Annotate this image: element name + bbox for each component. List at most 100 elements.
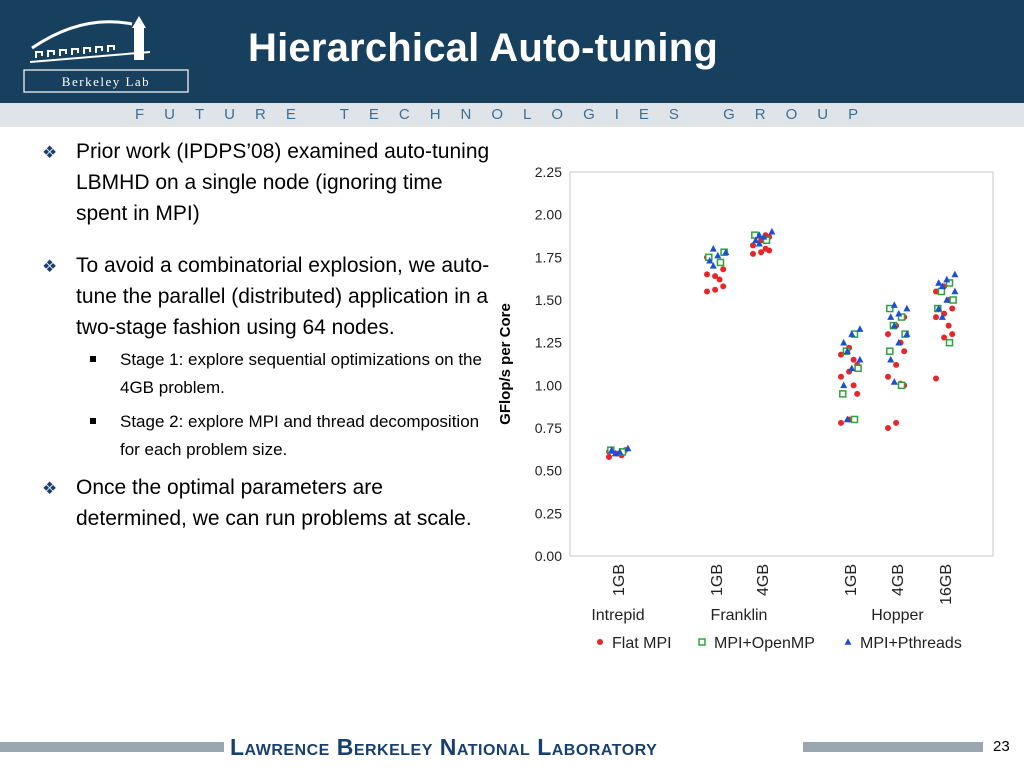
mpi-openmp-point (854, 364, 862, 373)
mpi-pthreads-point (938, 282, 946, 290)
footer-rule-right (803, 742, 983, 752)
slide-title: Hierarchical Auto-tuning (248, 26, 719, 70)
mpi-pthreads-point (903, 304, 911, 312)
flat-mpi-point (606, 454, 612, 461)
mpi-pthreads-point (706, 256, 714, 264)
mpi-pthreads-point (887, 313, 895, 320)
lab-name-footer: Lawrence Berkeley National Laboratory (230, 734, 658, 760)
flat-mpi-point (716, 276, 723, 283)
bullet-text: To avoid a combinatorial explosion, we a… (76, 254, 490, 339)
sub-bullet-item: Stage 1: explore sequential optimization… (40, 346, 490, 402)
mpi-pthreads-point (709, 245, 717, 252)
flat-mpi-point (933, 314, 939, 321)
mpi-pthreads-point (722, 248, 730, 256)
legend-marker-triangle (844, 638, 852, 645)
mpi-openmp-point (945, 338, 954, 347)
mpi-pthreads-point (760, 233, 768, 240)
tagline-bar (0, 103, 1024, 127)
mpi-pthreads-point (935, 304, 943, 312)
mpi-openmp-point (886, 347, 894, 355)
x-tick-label: 16GB (938, 564, 955, 605)
flat-mpi-point (838, 419, 844, 426)
flat-mpi-point (885, 331, 891, 338)
machine-group-label: Intrepid (591, 607, 644, 624)
x-tick-label: 4GB (890, 564, 907, 596)
mpi-pthreads-point (608, 446, 616, 453)
flat-mpi-point (933, 375, 939, 382)
flat-mpi-point (712, 286, 719, 293)
mpi-pthreads-point (895, 309, 903, 317)
y-tick-label: 0.00 (535, 548, 562, 564)
flat-mpi-point (838, 351, 844, 358)
mpi-pthreads-point (890, 301, 898, 308)
machine-group-label: Hopper (871, 607, 924, 624)
flat-mpi-point (949, 331, 956, 338)
mpi-openmp-point (945, 279, 954, 287)
flat-mpi-point (893, 419, 900, 426)
flat-mpi-point (901, 348, 908, 355)
y-tick-label: 1.75 (535, 249, 562, 265)
flat-mpi-point (750, 250, 756, 257)
x-tick-label: 1GB (709, 564, 726, 596)
plot-area-border (569, 171, 994, 557)
mpi-pthreads-point (709, 262, 717, 269)
mpi-openmp-point (716, 258, 725, 267)
x-tick-label: 1GB (843, 564, 860, 596)
legend-label: Flat MPI (612, 635, 672, 652)
mpi-pthreads-point (935, 279, 943, 286)
bullet-text: Prior work (IPDPS’08) examined auto-tuni… (76, 140, 490, 225)
mpi-pthreads-point (943, 275, 951, 283)
flat-mpi-point (885, 425, 891, 431)
legend-marker-square (698, 638, 706, 646)
flat-mpi-point (762, 245, 769, 252)
x-axis-labels: 1GB Intrepid 1GB 4GB Franklin 1GB 4GB 16GB Hoppe… (591, 564, 955, 624)
y-tick-label: 0.75 (535, 420, 562, 436)
mpi-pthreads-point (616, 448, 624, 455)
y-tick-label: 1.50 (535, 292, 562, 308)
mpi-pthreads-point (856, 325, 864, 332)
flat-mpi-point (941, 334, 948, 341)
flat-mpi-point (850, 356, 857, 363)
flat-mpi-point (750, 242, 756, 249)
diamond-bullet-icon: ❖ (42, 257, 58, 276)
mpi-openmp-point (886, 304, 894, 313)
square-bullet-icon (90, 418, 96, 424)
flat-mpi-point (758, 249, 765, 256)
x-tick-label: 1GB (611, 564, 628, 596)
flat-mpi-point (712, 273, 719, 280)
flat-mpi-point (838, 373, 844, 380)
sub-bullet-text: Stage 2: explore MPI and thread decompos… (120, 412, 480, 459)
y-tick-label: 0.50 (535, 463, 562, 479)
y-tick-label: 1.00 (535, 377, 562, 393)
logo-text: Berkeley Lab (62, 74, 150, 89)
mpi-pthreads-point (951, 270, 959, 278)
mpi-pthreads-point (611, 449, 619, 457)
mpi-pthreads-point (856, 355, 864, 363)
bullet-list: ❖ Prior work (IPDPS’08) examined auto-tu… (40, 136, 490, 555)
slide-number: 23 (993, 738, 1010, 755)
legend-label: MPI+OpenMP (714, 635, 815, 652)
mpi-openmp-point (949, 296, 957, 304)
mpi-pthreads-point (943, 296, 951, 303)
y-axis-label: GFlop/s per Core (497, 303, 514, 425)
mpi-openmp-point (839, 390, 847, 398)
machine-group-label: Franklin (711, 607, 768, 624)
mpi-pthreads-point (755, 239, 763, 247)
y-tick-label: 0.25 (535, 505, 562, 521)
group-tagline: FUTURE TECHNOLOGIES GROUP (135, 106, 879, 123)
mpi-pthreads-point (840, 338, 848, 346)
sub-bullet-item: Stage 2: explore MPI and thread decompos… (40, 408, 490, 464)
mpi-pthreads-point (848, 364, 856, 372)
legend-marker-circle (597, 639, 603, 645)
mpi-openmp-point (762, 236, 771, 245)
square-bullet-icon (90, 356, 96, 362)
header-bar (0, 0, 1024, 103)
flat-mpi-point (850, 382, 857, 389)
flat-mpi-point (704, 288, 710, 295)
mpi-pthreads-point (755, 231, 763, 238)
footer-rule-left (0, 742, 224, 752)
performance-scatter-chart: 0.00 0.25 0.50 0.75 1.00 1.25 1.50 1.75 2.00 2.25… (497, 164, 994, 652)
mpi-openmp-point (850, 415, 859, 424)
mpi-pthreads-point (848, 330, 856, 337)
diamond-bullet-icon: ❖ (42, 479, 58, 498)
